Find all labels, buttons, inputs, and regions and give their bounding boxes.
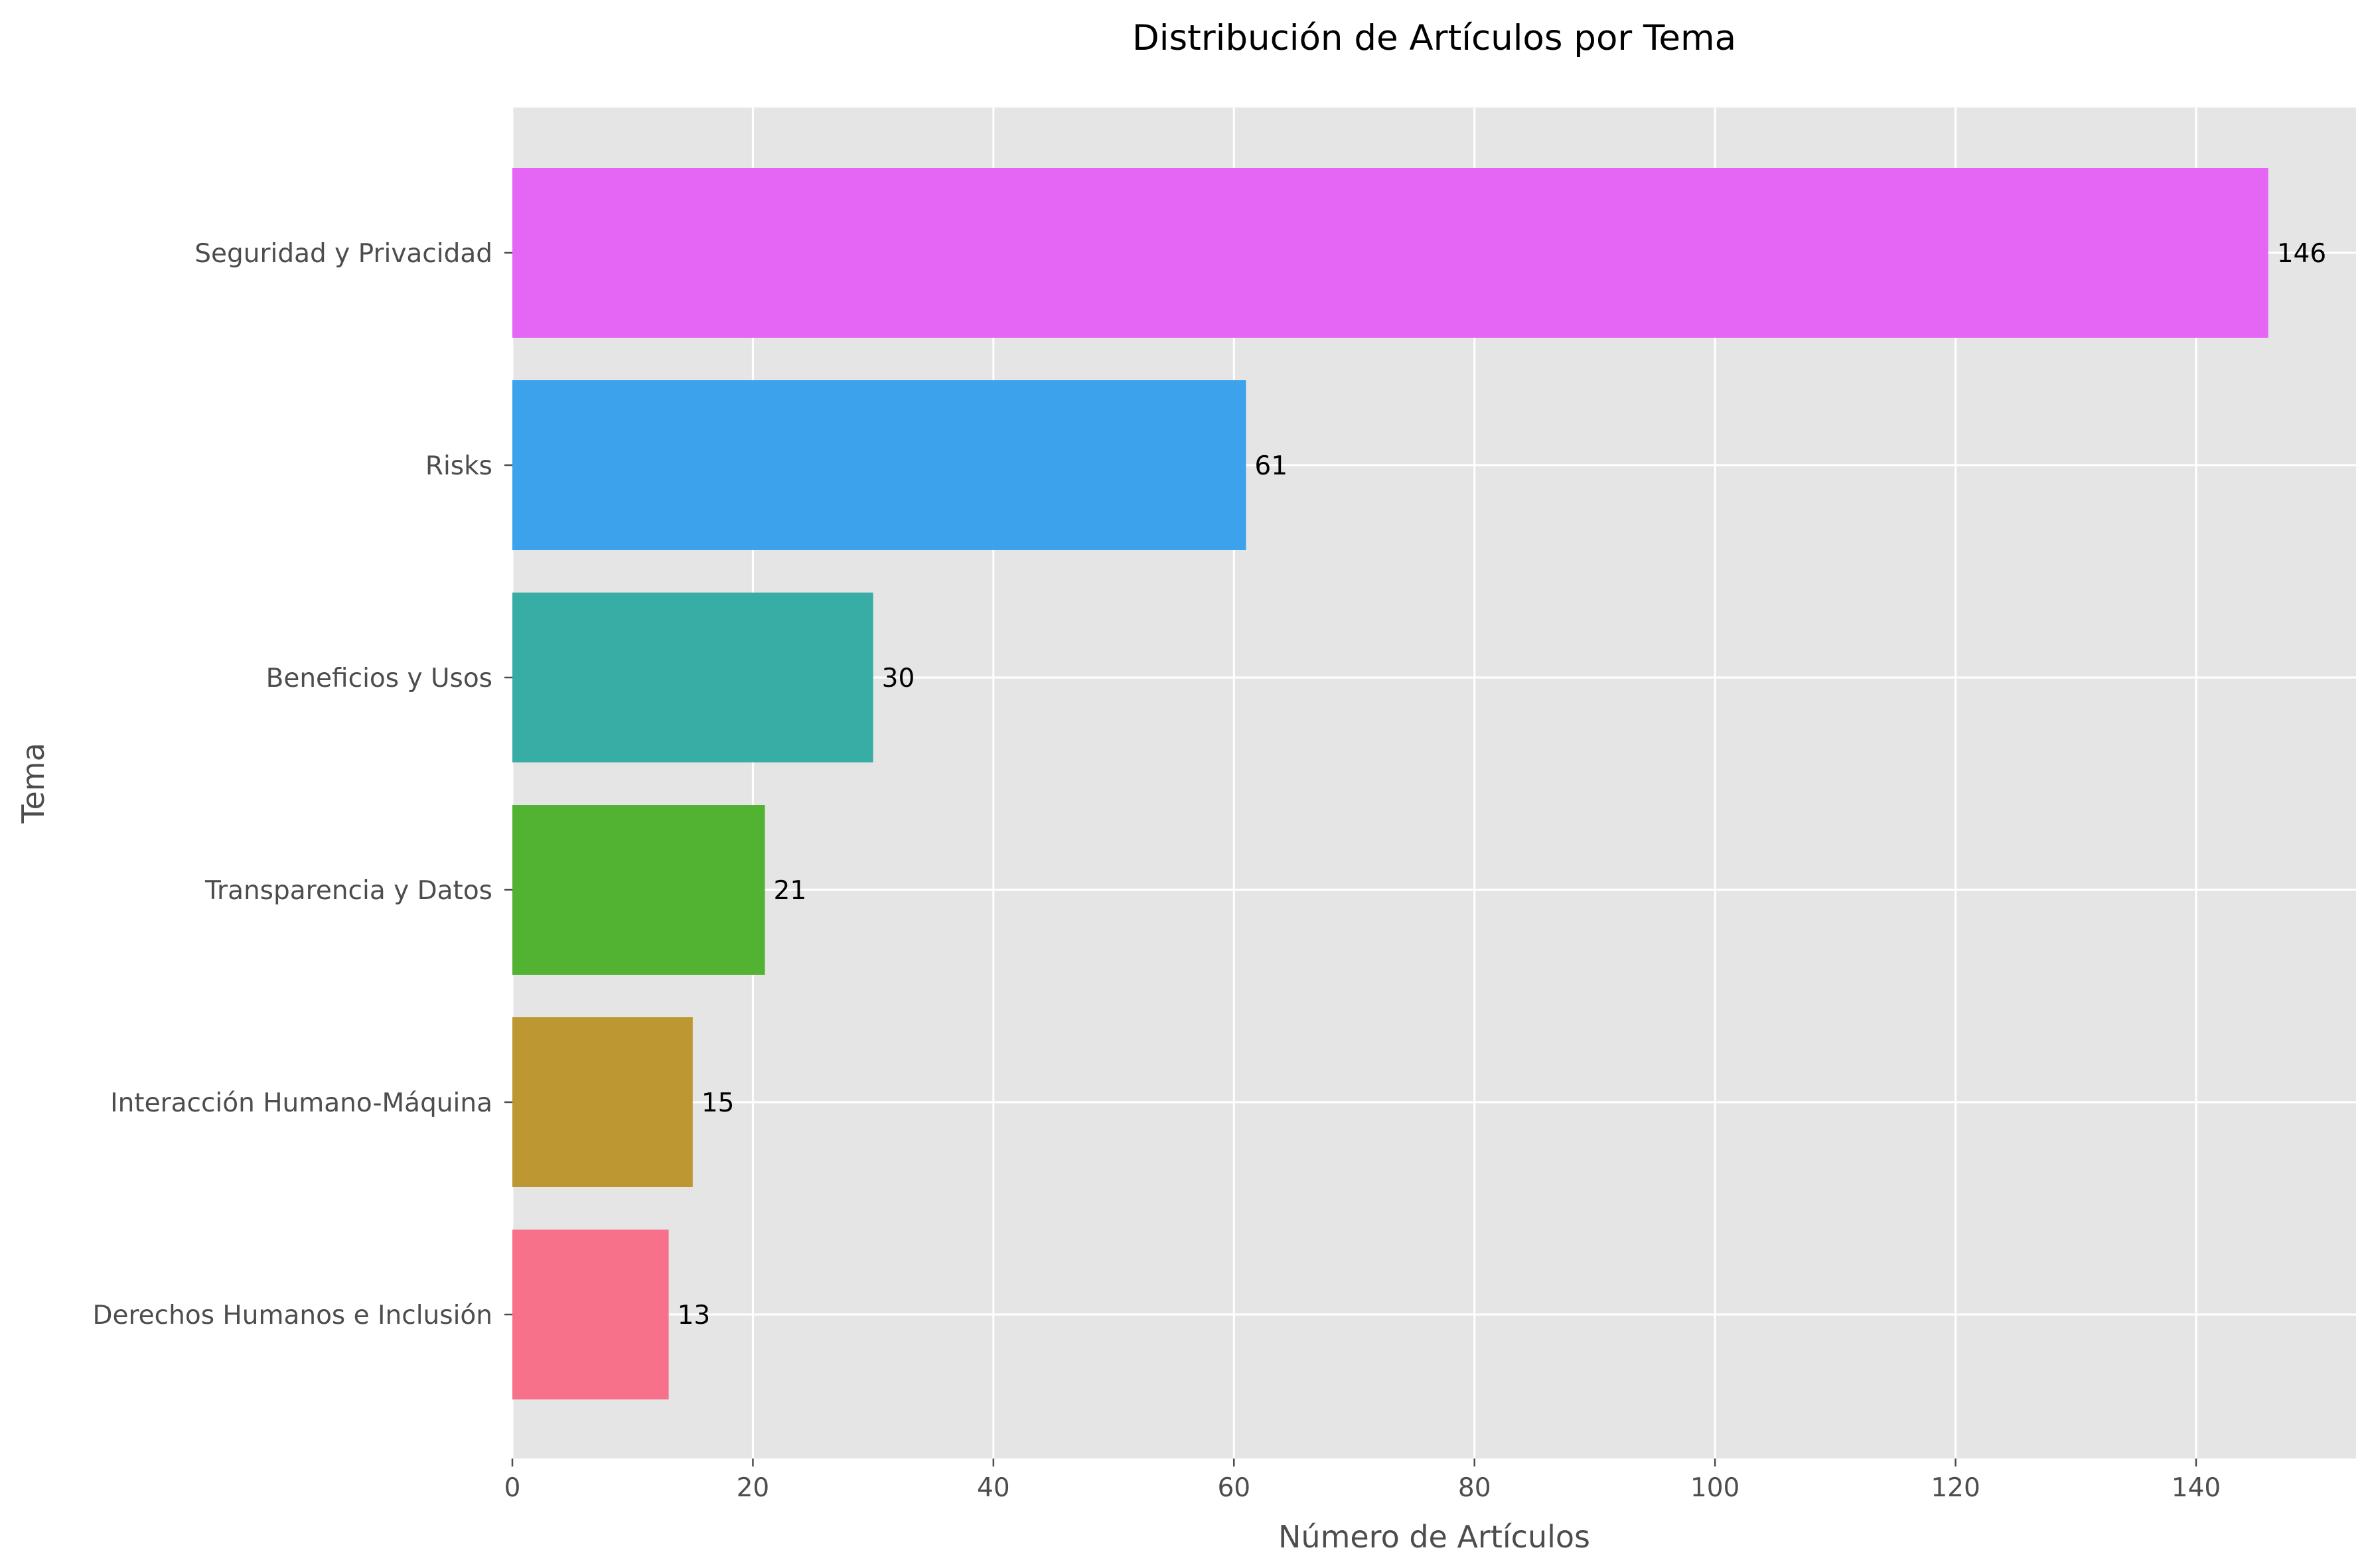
y-tick-label: Interacción Humano-Máquina (110, 1088, 492, 1118)
bar-value-label: 13 (678, 1301, 711, 1330)
x-tick-label: 100 (1690, 1473, 1739, 1503)
chart-title: Distribución de Artículos por Tema (1132, 18, 1736, 58)
bar (512, 380, 1246, 550)
y-tick-label: Risks (425, 451, 492, 481)
value-labels: 146 61 30 21 15 13 (678, 239, 2327, 1330)
y-tick-label: Derechos Humanos e Inclusión (92, 1301, 492, 1330)
y-tick-label: Beneficios y Usos (266, 664, 492, 693)
x-tick-label: 60 (1217, 1473, 1250, 1503)
bar (512, 168, 2268, 338)
bar-value-label: 61 (1254, 451, 1288, 481)
bar-value-label: 15 (702, 1088, 735, 1118)
y-axis-label: Tema (15, 743, 51, 824)
bar (512, 593, 873, 762)
bar-value-label: 21 (774, 876, 807, 906)
bars (512, 168, 2268, 1399)
bar-value-label: 30 (882, 664, 915, 693)
x-tick-label: 20 (737, 1473, 770, 1503)
x-tick-label: 0 (504, 1473, 521, 1503)
x-tick-label: 140 (2172, 1473, 2221, 1503)
x-tick-label: 120 (1931, 1473, 1980, 1503)
x-tick-label: 40 (977, 1473, 1010, 1503)
bar (512, 1017, 693, 1187)
y-tick-label: Transparencia y Datos (204, 876, 492, 906)
bar (512, 1230, 669, 1399)
bar (512, 805, 765, 975)
y-axis-ticks: Seguridad y Privacidad Risks Beneficios y … (92, 239, 512, 1330)
y-tick-label: Seguridad y Privacidad (194, 239, 492, 269)
x-axis-label: Número de Artículos (1278, 1519, 1590, 1555)
x-tick-label: 80 (1458, 1473, 1491, 1503)
x-axis-ticks: 0 20 40 60 80 100 120 140 (504, 1459, 2221, 1503)
bar-value-label: 146 (2277, 239, 2326, 269)
